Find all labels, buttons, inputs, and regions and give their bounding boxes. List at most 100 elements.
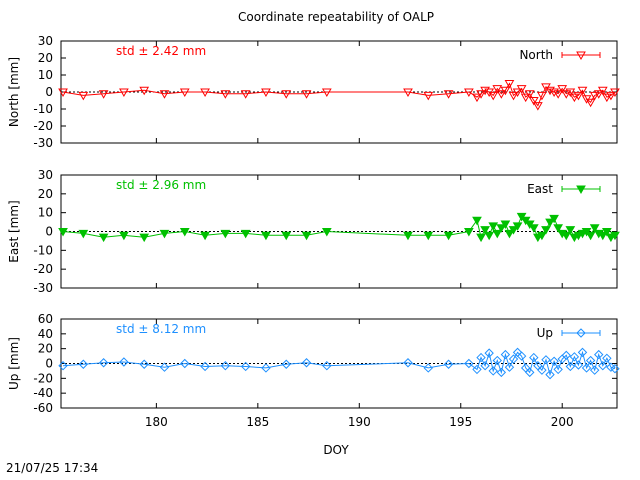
data-point: [593, 90, 604, 99]
y-tick-label: 20: [38, 51, 53, 65]
legend-label: North: [519, 48, 553, 62]
legend-marker: [576, 185, 586, 195]
data-point: [240, 361, 251, 372]
data-point: [423, 91, 434, 101]
data-point: [281, 90, 292, 99]
x-tick-label: 200: [551, 415, 574, 429]
data-point: [545, 369, 555, 380]
data-point: [545, 218, 555, 228]
data-point: [321, 88, 332, 98]
legend-marker: [576, 328, 586, 338]
y-tick-label: 40: [38, 327, 53, 341]
data-point: [545, 86, 555, 96]
data-point: [561, 90, 572, 99]
data-point: [179, 88, 190, 98]
y-tick-label: -20: [33, 119, 53, 133]
data-point: [553, 364, 563, 375]
data-point: [496, 224, 507, 233]
data-point: [488, 91, 499, 101]
data-point: [561, 231, 572, 241]
data-point: [476, 352, 486, 363]
data-point: [472, 364, 482, 375]
data-point: [139, 233, 150, 243]
data-point: [261, 88, 271, 98]
data-point: [476, 90, 486, 99]
data-point: [504, 229, 515, 239]
data-point: [597, 231, 608, 241]
y-axis-label: East [mm]: [7, 200, 21, 262]
data-point: [78, 359, 89, 369]
data-point: [557, 85, 568, 94]
data-point: [532, 102, 543, 111]
data-point: [529, 352, 539, 363]
data-point: [541, 355, 551, 365]
data-point: [119, 231, 129, 241]
data-point: [464, 88, 474, 98]
data-point: [525, 367, 535, 378]
legend-label: Up: [537, 326, 553, 340]
y-tick-label: 20: [38, 342, 53, 356]
data-point: [488, 222, 499, 231]
data-point: [541, 226, 551, 235]
data-point: [488, 366, 498, 376]
data-point: [516, 85, 527, 94]
data-point: [504, 80, 515, 89]
data-point: [403, 358, 413, 368]
y-tick-label: -20: [33, 371, 53, 385]
data-point: [504, 362, 515, 372]
data-point: [569, 93, 580, 103]
data-point: [577, 86, 588, 96]
data-point: [480, 361, 490, 371]
data-point: [585, 355, 596, 366]
data-point: [594, 349, 604, 360]
panel-east: 30 20 10 0 -10 -20 -30 East [mm] std ± 2.96 mm Ea…: [7, 168, 620, 295]
y-tick-label: 10: [38, 206, 53, 220]
data-point: [500, 220, 511, 229]
data-point: [480, 86, 490, 96]
data-point: [565, 226, 576, 235]
data-point: [610, 363, 620, 374]
data-point: [220, 90, 231, 99]
data-point: [484, 348, 494, 358]
data-point: [606, 91, 616, 101]
data-point: [159, 90, 170, 99]
data-point: [585, 231, 596, 241]
y-tick-label: -20: [33, 262, 53, 276]
data-point: [565, 361, 576, 372]
data-point: [98, 233, 109, 243]
data-point: [464, 358, 474, 369]
data-point: [180, 358, 190, 369]
data-point: [321, 228, 332, 237]
data-point: [179, 228, 190, 237]
data-point: [480, 226, 490, 235]
y-tick-label: -40: [33, 386, 53, 400]
data-point: [500, 349, 511, 360]
data-point: [528, 224, 539, 233]
std-label: std ± 2.42 mm: [116, 44, 206, 58]
data-point: [610, 88, 620, 98]
data-point: [492, 355, 502, 366]
data-point: [261, 363, 271, 373]
data-point: [119, 357, 129, 367]
data-point: [281, 231, 292, 241]
legend-label: East: [527, 182, 553, 196]
y-tick-label: -10: [33, 243, 53, 257]
y-tick-label: 10: [38, 68, 53, 82]
data-point: [472, 216, 482, 226]
data-point: [472, 93, 482, 103]
y-tick-label: 60: [38, 312, 53, 326]
data-point: [537, 365, 547, 375]
data-point: [512, 88, 523, 98]
data-point: [496, 367, 507, 378]
data-point: [98, 358, 109, 368]
data-point: [585, 98, 596, 108]
panels-group: 30 20 10 0 -10 -20 -30 North [mm] std ± 2.42 mm N…: [7, 34, 620, 429]
data-point: [240, 90, 251, 99]
data-point: [573, 360, 584, 370]
data-point: [301, 90, 312, 99]
data-point: [589, 224, 600, 233]
y-tick-label: 0: [45, 357, 53, 371]
data-point: [569, 352, 580, 362]
